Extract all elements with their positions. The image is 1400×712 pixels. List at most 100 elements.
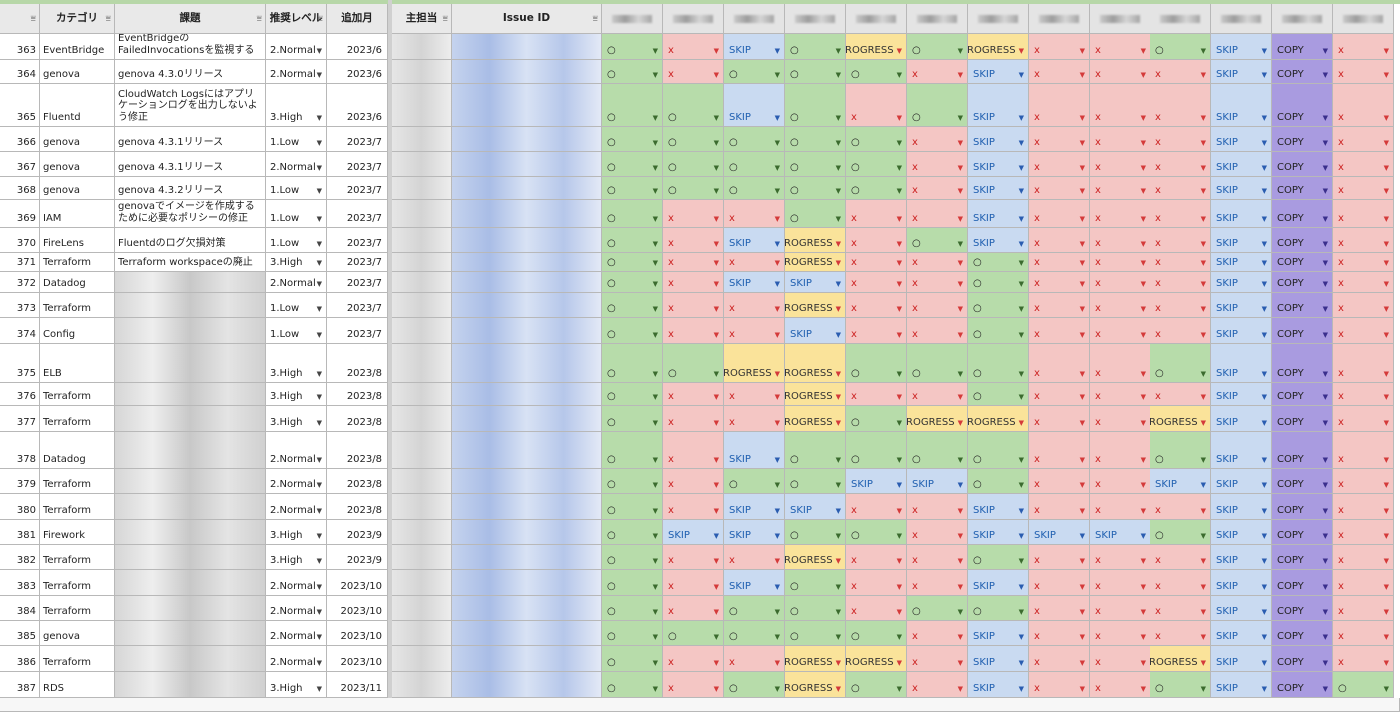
chevron-down-icon[interactable]: ▼ <box>1079 331 1085 339</box>
status-dropdown[interactable]: COPY ▼ <box>1272 646 1333 672</box>
status-dropdown[interactable]: ○ ▼ <box>785 152 846 177</box>
status-dropdown[interactable]: ○ ▼ <box>602 272 663 293</box>
status-dropdown[interactable]: x ▼ <box>663 596 724 621</box>
status-dropdown[interactable]: ○ ▼ <box>968 318 1029 344</box>
level-dropdown[interactable]: 2.Normal ▼ <box>266 494 327 520</box>
status-dropdown[interactable]: x ▼ <box>1333 432 1394 469</box>
chevron-down-icon[interactable]: ▼ <box>835 215 841 223</box>
status-dropdown[interactable]: x ▼ <box>1029 672 1090 698</box>
chevron-down-icon[interactable]: ▼ <box>652 507 658 515</box>
header-status-col[interactable] <box>663 4 724 34</box>
chevron-down-icon[interactable]: ▼ <box>316 419 322 427</box>
status-dropdown[interactable]: x ▼ <box>663 672 724 698</box>
status-dropdown[interactable]: ○ ▼ <box>602 60 663 84</box>
chevron-down-icon[interactable]: ▼ <box>652 608 658 616</box>
status-dropdown[interactable]: x ▼ <box>1029 152 1090 177</box>
status-dropdown[interactable]: SKIP ▼ <box>724 34 785 60</box>
status-dropdown[interactable]: SKIP ▼ <box>1211 672 1272 698</box>
chevron-down-icon[interactable]: ▼ <box>774 114 780 122</box>
status-dropdown[interactable]: COPY ▼ <box>1272 596 1333 621</box>
chevron-down-icon[interactable]: ▼ <box>957 114 963 122</box>
chevron-down-icon[interactable]: ▼ <box>1261 685 1267 693</box>
issue-id-cell-redacted[interactable] <box>452 84 602 127</box>
chevron-down-icon[interactable]: ▼ <box>1261 47 1267 55</box>
status-dropdown[interactable]: x ▼ <box>1090 646 1151 672</box>
chevron-down-icon[interactable]: ▼ <box>1261 370 1267 378</box>
status-dropdown[interactable]: PROGRESS▼ <box>1150 406 1211 432</box>
chevron-down-icon[interactable]: ▼ <box>957 583 963 591</box>
chevron-down-icon[interactable]: ▼ <box>652 164 658 172</box>
issue-id-cell-redacted[interactable] <box>452 672 602 698</box>
chevron-down-icon[interactable]: ▼ <box>652 305 658 313</box>
chevron-down-icon[interactable]: ▼ <box>1200 532 1206 540</box>
status-dropdown[interactable]: SKIP ▼ <box>968 570 1029 596</box>
title-cell-redacted[interactable] <box>115 672 266 698</box>
level-dropdown[interactable]: 2.Normal ▼ <box>266 432 327 469</box>
chevron-down-icon[interactable]: ▼ <box>1322 139 1328 147</box>
status-dropdown[interactable]: ○ ▼ <box>785 469 846 494</box>
chevron-down-icon[interactable]: ▼ <box>896 305 902 313</box>
chevron-down-icon[interactable]: ▼ <box>835 47 841 55</box>
chevron-down-icon[interactable]: ▼ <box>652 370 658 378</box>
status-dropdown[interactable]: ○ ▼ <box>602 344 663 383</box>
status-dropdown[interactable]: SKIP ▼ <box>1029 520 1090 545</box>
category-cell[interactable]: Terraform <box>40 406 115 432</box>
chevron-down-icon[interactable]: ▼ <box>316 481 322 489</box>
chevron-down-icon[interactable]: ▼ <box>652 47 658 55</box>
category-cell[interactable]: Terraform <box>40 494 115 520</box>
status-dropdown[interactable]: ○ ▼ <box>785 60 846 84</box>
chevron-down-icon[interactable]: ▼ <box>652 187 658 195</box>
status-dropdown[interactable]: x ▼ <box>1029 494 1090 520</box>
chevron-down-icon[interactable]: ▼ <box>957 608 963 616</box>
chevron-down-icon[interactable]: ▼ <box>1261 71 1267 79</box>
level-dropdown[interactable]: 2.Normal ▼ <box>266 596 327 621</box>
status-dropdown[interactable]: SKIP ▼ <box>1211 621 1272 646</box>
status-dropdown[interactable]: x ▼ <box>1090 344 1151 383</box>
status-dropdown[interactable]: x ▼ <box>1090 494 1151 520</box>
chevron-down-icon[interactable]: ▼ <box>1383 259 1389 267</box>
title-cell[interactable]: EventBridgeのFailedInvocationsを監視する <box>115 34 266 60</box>
chevron-down-icon[interactable]: ▼ <box>835 419 841 427</box>
chevron-down-icon[interactable]: ▼ <box>896 393 902 401</box>
status-dropdown[interactable]: PROGRESS▼ <box>785 253 846 272</box>
category-cell[interactable]: Terraform <box>40 383 115 406</box>
status-dropdown[interactable]: ○ ▼ <box>724 621 785 646</box>
chevron-down-icon[interactable]: ▼ <box>835 305 841 313</box>
chevron-down-icon[interactable]: ▼ <box>774 507 780 515</box>
header-status-col[interactable] <box>724 4 785 34</box>
title-cell-redacted[interactable] <box>115 383 266 406</box>
issue-id-cell-redacted[interactable] <box>452 646 602 672</box>
issue-id-cell-redacted[interactable] <box>452 152 602 177</box>
chevron-down-icon[interactable]: ▼ <box>1200 187 1206 195</box>
chevron-down-icon[interactable]: ▼ <box>1261 331 1267 339</box>
status-dropdown[interactable]: ○ ▼ <box>602 127 663 152</box>
status-dropdown[interactable]: x ▼ <box>1090 383 1151 406</box>
title-cell-redacted[interactable] <box>115 406 266 432</box>
chevron-down-icon[interactable]: ▼ <box>896 240 902 248</box>
status-dropdown[interactable]: x ▼ <box>1090 432 1151 469</box>
title-cell-redacted[interactable] <box>115 469 266 494</box>
issue-id-cell-redacted[interactable] <box>452 293 602 318</box>
chevron-down-icon[interactable]: ▼ <box>1079 557 1085 565</box>
chevron-down-icon[interactable]: ▼ <box>1322 305 1328 313</box>
chevron-down-icon[interactable]: ▼ <box>652 659 658 667</box>
status-dropdown[interactable]: SKIP ▼ <box>968 84 1029 127</box>
chevron-down-icon[interactable]: ▼ <box>316 393 322 401</box>
level-dropdown[interactable]: 1.Low ▼ <box>266 318 327 344</box>
issue-id-cell-redacted[interactable] <box>452 60 602 84</box>
chevron-down-icon[interactable]: ▼ <box>652 331 658 339</box>
status-dropdown[interactable]: ○ ▼ <box>785 596 846 621</box>
level-dropdown[interactable]: 3.High ▼ <box>266 344 327 383</box>
status-dropdown[interactable]: SKIP ▼ <box>968 672 1029 698</box>
status-dropdown[interactable]: COPY ▼ <box>1272 672 1333 698</box>
status-dropdown[interactable]: COPY ▼ <box>1272 469 1333 494</box>
chevron-down-icon[interactable]: ▼ <box>835 370 841 378</box>
chevron-down-icon[interactable]: ▼ <box>1079 187 1085 195</box>
status-dropdown[interactable]: x ▼ <box>1333 646 1394 672</box>
issue-id-cell-redacted[interactable] <box>452 621 602 646</box>
chevron-down-icon[interactable]: ▼ <box>652 280 658 288</box>
chevron-down-icon[interactable]: ▼ <box>1018 583 1024 591</box>
status-dropdown[interactable]: COPY ▼ <box>1272 383 1333 406</box>
chevron-down-icon[interactable]: ▼ <box>957 139 963 147</box>
status-dropdown[interactable]: x ▼ <box>907 520 968 545</box>
